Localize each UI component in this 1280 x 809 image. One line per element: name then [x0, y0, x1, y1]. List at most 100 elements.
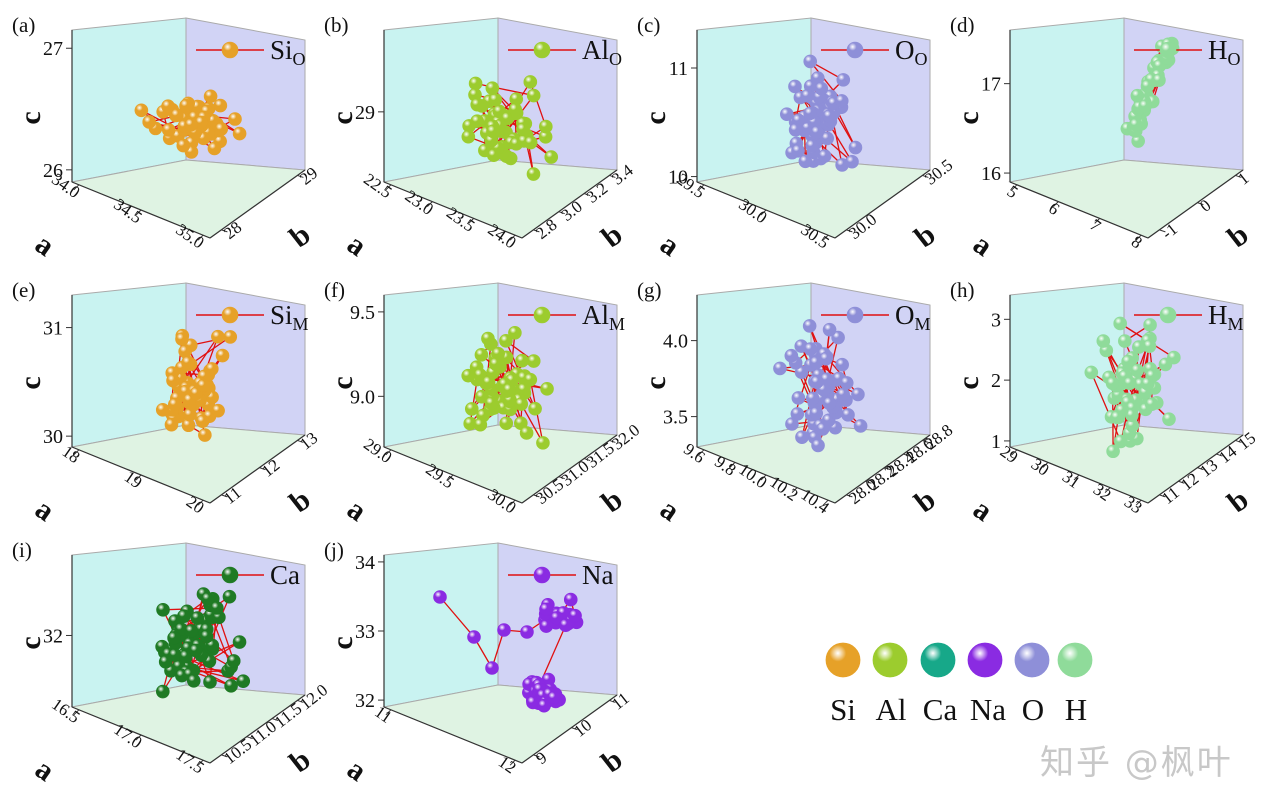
- atom-point: [1128, 117, 1143, 132]
- atom-point: [481, 375, 496, 390]
- b-axis-title: b: [595, 218, 628, 254]
- a-tick: [1042, 462, 1049, 468]
- atom-point: [514, 397, 529, 411]
- atom-point: [198, 428, 212, 442]
- atom-point: [195, 414, 210, 429]
- atom-point: [523, 372, 538, 387]
- c-tick-label: 26: [43, 160, 63, 182]
- legend-sphere-h: [1057, 642, 1093, 678]
- a-tick: [1135, 499, 1142, 506]
- atom-point: [142, 115, 156, 129]
- atom-point: [211, 403, 225, 418]
- a-tick: [1104, 487, 1111, 493]
- atom-point: [215, 348, 230, 363]
- atom-point: [232, 635, 247, 649]
- a-tick: [468, 218, 475, 224]
- back-wall-left: [1009, 282, 1125, 448]
- b-axis-title: b: [595, 483, 628, 519]
- atom-point: [170, 108, 184, 122]
- series-legend-label: Ca: [270, 560, 300, 590]
- atom-point: [226, 654, 241, 668]
- b-axis-line: [1147, 169, 1244, 239]
- atom-point: [188, 643, 203, 658]
- series-legend-label: OM: [895, 300, 931, 334]
- atom-point: [809, 355, 823, 370]
- atom-point: [851, 387, 865, 402]
- panel-label: (f): [324, 278, 345, 302]
- atom-point: [488, 92, 503, 107]
- atom-point: [1162, 412, 1176, 426]
- a-tick: [509, 234, 516, 241]
- atom-point: [523, 75, 538, 89]
- atom-point: [156, 602, 170, 617]
- atom-point: [470, 114, 484, 129]
- atom-point: [1118, 334, 1132, 348]
- a-tick: [73, 709, 80, 716]
- legend-sphere-si: [825, 642, 861, 678]
- atom-point: [1106, 444, 1120, 459]
- c-tick-label: 9.5: [350, 302, 375, 324]
- atom-point: [810, 125, 824, 140]
- b-tick: [865, 480, 872, 484]
- legend-label-al: Al: [875, 692, 907, 727]
- a-tick: [197, 499, 204, 506]
- a-tick-label: 6: [1045, 198, 1063, 218]
- a-tick: [791, 487, 798, 493]
- atom-point: [836, 387, 850, 402]
- atom-point: [836, 73, 851, 87]
- atom-point: [155, 403, 170, 417]
- atom-point: [1113, 316, 1127, 331]
- series-legend-marker: [846, 41, 864, 59]
- series-legend-subscript: M: [915, 314, 931, 334]
- b-tick: [533, 229, 540, 233]
- atom-point: [549, 611, 564, 625]
- trajectory-Na: [433, 590, 584, 713]
- b-axis-line: [1147, 434, 1244, 504]
- b-tick: [221, 754, 228, 758]
- b-tick: [609, 439, 616, 443]
- series-legend-subscript: O: [915, 49, 928, 69]
- a-tick: [822, 234, 829, 241]
- b-axis-title: b: [283, 743, 316, 779]
- atom-point: [800, 89, 815, 103]
- atom-point: [502, 383, 516, 397]
- atom-point: [519, 426, 534, 440]
- atom-point: [473, 417, 488, 432]
- legend-label-na: Na: [969, 692, 1007, 727]
- series-legend-marker: [846, 306, 864, 324]
- b-axis-title: b: [595, 743, 628, 779]
- trajectory-segment: [190, 336, 231, 365]
- atom-point: [499, 334, 513, 348]
- a-tick: [1094, 218, 1101, 224]
- a-tick: [135, 209, 142, 216]
- atom-point: [1105, 376, 1120, 391]
- atom-point: [474, 348, 489, 362]
- atom-point: [831, 330, 845, 345]
- b-tick: [221, 494, 228, 498]
- atom-point: [176, 138, 191, 153]
- a-tick: [135, 734, 142, 741]
- atom-point: [201, 592, 215, 606]
- series-legend-subscript: M: [609, 314, 625, 334]
- atom-point: [841, 408, 855, 422]
- c-tick-label: 32: [355, 690, 375, 712]
- atom-point: [134, 103, 149, 118]
- a-axis-title: a: [341, 752, 372, 788]
- atom-point: [1113, 434, 1128, 449]
- c-tick-label: 11: [669, 58, 688, 80]
- b-tick: [558, 211, 565, 215]
- atom-point: [528, 401, 542, 416]
- b-tick: [297, 699, 304, 703]
- b-tick: [297, 174, 304, 178]
- b-tick: [1159, 229, 1166, 233]
- a-axis-title: a: [967, 492, 998, 528]
- atom-point: [516, 122, 530, 137]
- atom-point: [470, 97, 485, 112]
- legend-sphere-ca: [920, 642, 956, 678]
- atom-point: [537, 698, 551, 713]
- element-legend: Si Al Ca Na O H: [815, 640, 1105, 730]
- a-tick-label: 8: [1128, 232, 1146, 252]
- atom-point: [161, 99, 175, 114]
- atom-point: [540, 382, 554, 396]
